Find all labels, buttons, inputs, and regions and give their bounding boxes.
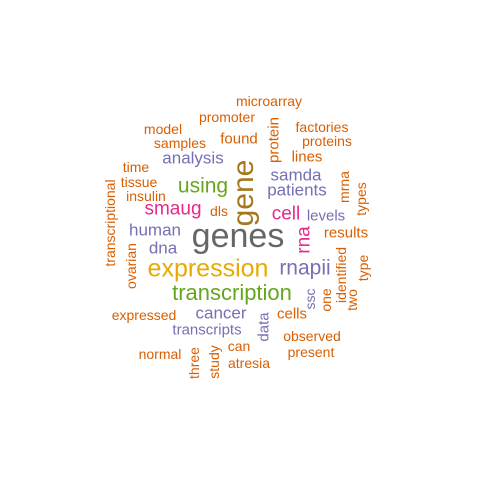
word-smaug: smaug [144, 198, 202, 220]
word-cell: cell [271, 203, 301, 225]
word-types: types [353, 182, 369, 216]
word-cancer: cancer [195, 303, 247, 323]
word-mrna: mrna [336, 171, 352, 203]
word-study: study [206, 345, 222, 379]
word-found: found [220, 130, 258, 148]
word-insulin: insulin [126, 188, 166, 204]
word-promoter: promoter [198, 109, 256, 125]
word-two: two [344, 289, 360, 311]
word-transcriptional: transcriptional [102, 179, 118, 267]
word-analysis: analysis [162, 148, 224, 168]
word-dna: dna [148, 238, 178, 258]
word-genes: genes [191, 217, 285, 255]
word-cells: cells [276, 305, 308, 323]
word-transcripts: transcripts [172, 321, 242, 339]
word-factories: factories [295, 119, 349, 135]
word-microarray: microarray [235, 93, 303, 109]
word-three: three [186, 347, 202, 379]
word-results: results [323, 224, 369, 242]
word-transcription: transcription [172, 280, 292, 305]
word-can: can [227, 338, 251, 354]
word-ovarian: ovarian [123, 243, 139, 289]
word-using: using [177, 174, 229, 198]
word-protein: protein [265, 117, 283, 163]
word-patients: patients [267, 180, 327, 200]
word-proteins: proteins [302, 133, 352, 149]
word-lines: lines [291, 148, 323, 166]
word-normal: normal [138, 346, 182, 362]
word-time: time [122, 159, 150, 175]
word-expressed: expressed [111, 307, 177, 323]
word-present: present [287, 344, 335, 360]
word-human: human [129, 220, 181, 240]
word-rnapii: rnapii [279, 256, 331, 280]
word-levels: levels [306, 207, 346, 225]
word-expression: expression [147, 254, 269, 283]
word-data: data [255, 312, 273, 342]
word-observed: observed [283, 328, 341, 344]
word-rna: rna [293, 226, 315, 254]
word-atresia: atresia [227, 355, 271, 371]
word-samda: samda [270, 165, 322, 185]
word-tissue: tissue [120, 174, 158, 190]
word-samples: samples [153, 135, 207, 151]
word-model: model [143, 121, 183, 137]
word-dls: dls [210, 203, 228, 219]
word-type: type [355, 254, 371, 282]
word-one: one [318, 288, 334, 312]
